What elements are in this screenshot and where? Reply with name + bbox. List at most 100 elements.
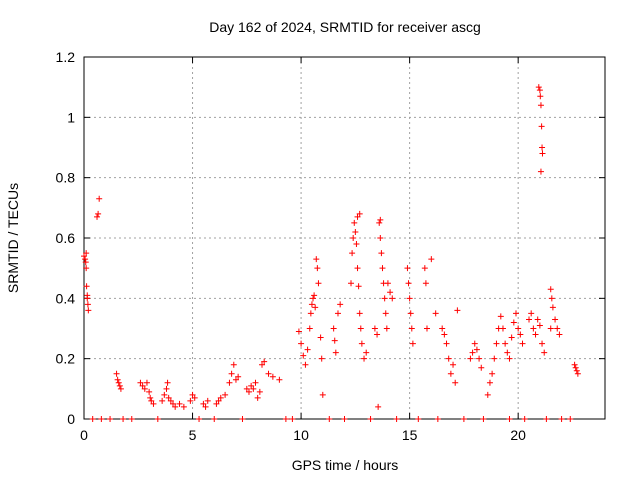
data-point xyxy=(295,328,302,335)
data-point xyxy=(332,349,339,356)
data-point xyxy=(534,316,541,323)
data-point xyxy=(356,310,363,317)
data-point xyxy=(480,416,487,422)
y-tick-labels: 0 0.2 0.4 0.6 0.8 1 1.2 xyxy=(56,49,76,427)
data-point xyxy=(213,400,220,407)
data-point xyxy=(331,337,338,344)
data-point xyxy=(535,84,542,91)
data-point xyxy=(161,391,168,398)
data-point xyxy=(409,340,416,347)
data-point xyxy=(269,373,276,380)
data-point xyxy=(83,265,90,272)
data-point xyxy=(348,280,355,287)
data-point xyxy=(353,241,360,248)
data-point xyxy=(521,416,528,422)
y-tick-label: 1.2 xyxy=(56,49,76,65)
data-point xyxy=(310,295,317,302)
data-point xyxy=(367,416,374,422)
data-point xyxy=(165,394,172,401)
data-point xyxy=(537,168,544,175)
data-point xyxy=(248,382,255,389)
x-tick-label: 0 xyxy=(80,427,88,443)
data-point xyxy=(363,349,370,356)
data-point xyxy=(539,340,546,347)
data-point xyxy=(445,355,452,362)
data-point xyxy=(311,292,318,299)
data-point xyxy=(228,370,235,377)
data-point xyxy=(432,310,439,317)
y-tick-label: 0.6 xyxy=(56,230,76,246)
data-point xyxy=(443,340,450,347)
data-point xyxy=(447,370,454,377)
data-point xyxy=(382,310,389,317)
data-point xyxy=(539,144,546,151)
data-point xyxy=(226,379,233,386)
data-point xyxy=(371,325,378,332)
data-point xyxy=(245,388,252,395)
data-point xyxy=(508,334,515,341)
data-point xyxy=(376,219,383,226)
x-tick-label: 10 xyxy=(293,427,309,443)
data-point xyxy=(215,397,222,404)
data-point xyxy=(356,210,363,217)
data-point xyxy=(473,346,480,353)
data-point xyxy=(204,397,211,404)
data-point xyxy=(467,355,474,362)
data-point xyxy=(341,416,348,422)
data-point xyxy=(476,355,483,362)
data-point xyxy=(95,210,102,217)
data-point xyxy=(170,400,177,407)
data-point xyxy=(148,397,155,404)
data-point xyxy=(355,283,362,290)
data-point xyxy=(573,367,580,374)
data-point xyxy=(167,397,174,404)
data-point xyxy=(200,400,207,407)
data-point xyxy=(379,265,386,272)
data-point xyxy=(486,379,493,386)
data-point xyxy=(460,416,467,422)
data-point xyxy=(499,325,506,332)
data-point xyxy=(547,325,554,332)
data-point xyxy=(349,250,356,257)
data-point xyxy=(326,416,333,422)
data-point xyxy=(120,416,127,422)
data-point xyxy=(84,292,91,299)
chart-title: Day 162 of 2024, SRMTID for receiver asc… xyxy=(209,19,481,35)
data-point xyxy=(489,370,496,377)
data-point xyxy=(84,301,91,308)
data-point xyxy=(450,361,457,368)
data-point xyxy=(350,235,357,241)
data-point xyxy=(506,416,513,422)
data-point xyxy=(164,379,171,386)
x-tick-labels: 0 5 10 15 20 xyxy=(80,427,526,443)
data-point xyxy=(172,403,179,410)
data-point xyxy=(189,391,196,398)
data-point xyxy=(300,352,307,359)
data-point xyxy=(506,355,513,362)
data-point xyxy=(515,325,522,332)
data-point xyxy=(154,416,161,422)
data-point xyxy=(354,265,361,272)
data-point xyxy=(421,265,428,272)
data-point xyxy=(141,385,148,392)
data-point xyxy=(378,250,385,257)
data-point xyxy=(374,331,381,338)
data-point xyxy=(176,400,183,407)
data-point xyxy=(337,301,344,308)
data-point xyxy=(211,416,218,422)
data-point xyxy=(377,235,384,241)
data-point xyxy=(454,307,461,314)
data-point xyxy=(83,250,90,257)
data-point xyxy=(239,416,246,422)
data-point xyxy=(115,379,122,386)
data-point xyxy=(407,310,414,317)
data-point xyxy=(428,256,435,263)
data-point xyxy=(304,346,311,353)
data-point xyxy=(423,325,430,332)
x-tick-label: 15 xyxy=(402,427,418,443)
data-point xyxy=(137,379,144,386)
data-point xyxy=(306,325,313,332)
data-point xyxy=(150,400,157,407)
data-point xyxy=(113,370,120,377)
data-point xyxy=(574,370,581,377)
